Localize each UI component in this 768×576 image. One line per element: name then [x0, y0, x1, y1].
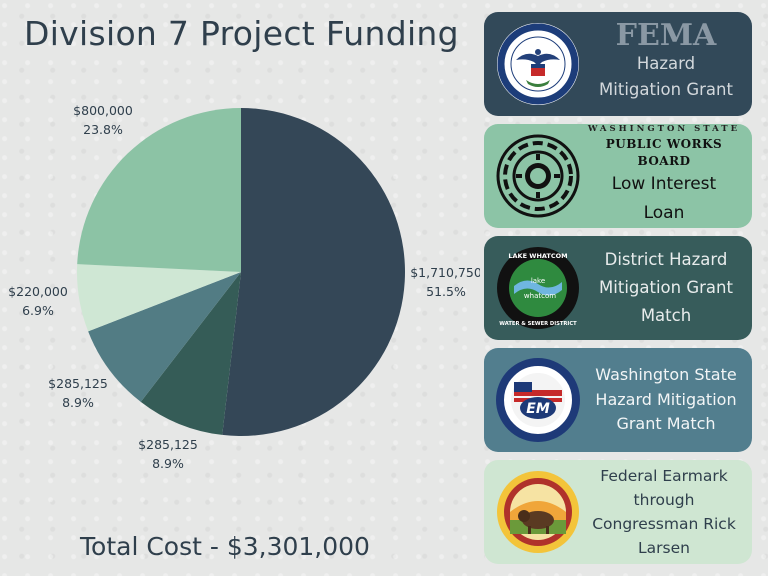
- pie-slice: [140, 272, 241, 435]
- funding-source-line: Low Interest: [611, 173, 717, 194]
- pwb-wordmark-top: WASHINGTON STATE: [587, 124, 741, 135]
- slice-amount-label: $1,710,750: [410, 265, 480, 280]
- svg-text:EM: EM: [526, 401, 550, 417]
- funding-source-line: Washington State: [595, 364, 737, 384]
- slice-percent-label: 6.9%: [22, 303, 54, 318]
- emergency-management-division-logo: EM: [496, 358, 580, 442]
- funding-source-line: Match: [640, 306, 692, 326]
- department-of-interior-seal: [497, 471, 579, 553]
- funding-source-line: Grant Match: [616, 414, 716, 434]
- slice-percent-label: 51.5%: [426, 284, 466, 299]
- spiral-emblem-icon: [496, 134, 580, 218]
- svg-text:LAKE WHATCOM: LAKE WHATCOM: [508, 252, 567, 260]
- funding-source-line: Mitigation Grant: [599, 277, 733, 297]
- funding-source-line: Federal Earmark: [600, 466, 728, 485]
- svg-text:whatcom: whatcom: [524, 292, 556, 300]
- slice-percent-label: 23.8%: [83, 122, 123, 137]
- funding-source-line: Congressman Rick: [592, 515, 736, 533]
- pie-slice: [77, 264, 241, 332]
- funding-source-line: Mitigation Grant: [599, 80, 733, 99]
- slice-percent-label: 8.9%: [62, 395, 94, 410]
- funding-card-public-works-board: WASHINGTON STATE PUBLIC WORKS BOARD Low …: [484, 124, 752, 228]
- slice-percent-label: 8.9%: [152, 456, 184, 471]
- pie-chart: $1,710,750 51.5% $285,125 8.9% $285,125 8.9% $…: [8, 103, 480, 471]
- funding-source-line: Larsen: [638, 539, 690, 558]
- page-title: Division 7 Project Funding: [24, 14, 459, 53]
- slice-amount-label: $285,125: [138, 437, 198, 452]
- funding-source-line: District Hazard: [604, 249, 728, 269]
- funding-card-lake-whatcom: lake whatcom LAKE WHATCOM WATER & SEWER …: [484, 236, 752, 340]
- pie-slice: [88, 272, 242, 402]
- total-cost: Total Cost - $3,301,000: [80, 532, 370, 561]
- funding-card-washington-emd: EM Washington State Hazard Mitigation Gr…: [484, 348, 752, 452]
- slice-amount-label: $800,000: [73, 103, 133, 118]
- svg-text:lake: lake: [531, 277, 545, 285]
- pwb-wordmark: PUBLIC WORKS BOARD: [605, 137, 723, 169]
- slice-amount-label: $285,125: [48, 376, 108, 391]
- funding-source-line: Hazard Mitigation: [595, 389, 737, 409]
- funding-card-fema: FEMA Hazard Mitigation Grant: [484, 12, 752, 116]
- pie-slice: [77, 108, 241, 272]
- lake-whatcom-district-logo: lake whatcom LAKE WHATCOM WATER & SEWER …: [497, 247, 579, 329]
- dhs-seal-icon: [497, 23, 579, 105]
- funding-source-line: Loan: [643, 202, 685, 223]
- funding-source-line: through: [633, 490, 695, 509]
- funding-source-line: Hazard: [636, 54, 696, 74]
- svg-text:WATER & SEWER DISTRICT: WATER & SEWER DISTRICT: [499, 321, 577, 327]
- fema-wordmark: FEMA: [615, 18, 717, 54]
- pie-slice: [222, 108, 406, 436]
- slice-amount-label: $220,000: [8, 284, 68, 299]
- funding-card-federal-earmark: Federal Earmark through Congressman Rick…: [484, 460, 752, 564]
